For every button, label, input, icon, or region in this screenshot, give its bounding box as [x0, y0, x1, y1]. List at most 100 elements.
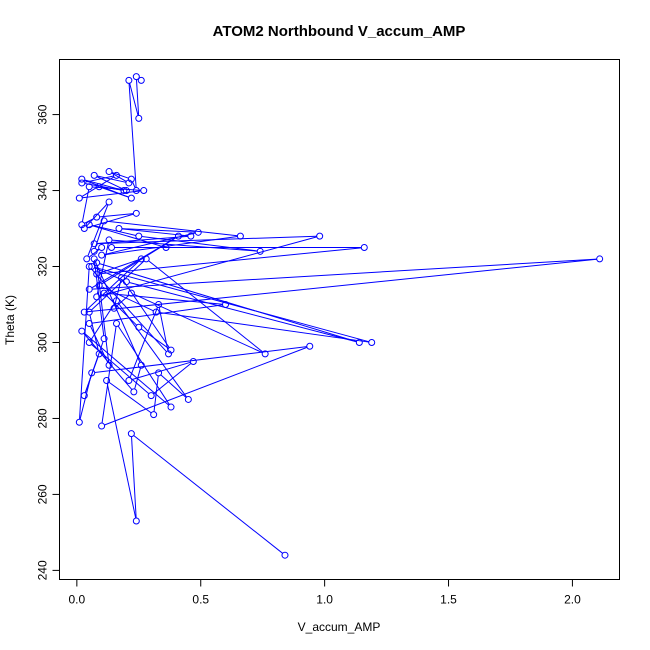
x-tick-label: 1.5: [440, 593, 457, 607]
data-point: [127, 289, 135, 297]
data-point: [147, 392, 155, 400]
data-point: [130, 388, 138, 396]
series-segment: [97, 235, 317, 245]
data-point: [194, 228, 202, 236]
x-tick-label: 2.0: [564, 593, 581, 607]
series-segment: [96, 242, 109, 295]
data-point: [80, 392, 88, 400]
data-point: [78, 327, 86, 335]
data-point: [135, 114, 143, 122]
data-point: [105, 168, 113, 176]
series-segment: [131, 436, 137, 519]
data-point: [85, 338, 93, 346]
data-point: [93, 213, 101, 221]
chart-title: ATOM2 Northbound V_accum_AMP: [213, 23, 466, 40]
data-point: [83, 255, 91, 263]
data-point: [142, 255, 150, 263]
y-tick-label: 260: [36, 484, 50, 504]
series-segment: [105, 294, 138, 326]
data-point: [132, 517, 140, 525]
x-tick-label: 0.5: [192, 593, 209, 607]
data-point: [155, 369, 163, 377]
data-point: [78, 221, 86, 229]
data-point: [117, 274, 125, 282]
series-segment: [104, 346, 308, 426]
data-point: [103, 376, 111, 384]
data-point: [85, 319, 93, 327]
data-point: [127, 194, 135, 202]
data-point: [85, 285, 93, 293]
y-tick-label: 240: [36, 560, 50, 580]
series-segment: [96, 176, 124, 190]
data-point: [98, 422, 106, 430]
data-point: [98, 244, 106, 252]
data-point: [93, 259, 101, 267]
series-segment: [122, 280, 170, 348]
data-point: [132, 73, 140, 81]
data-point: [105, 361, 113, 369]
series-segment: [104, 236, 238, 256]
data-point: [122, 187, 130, 195]
data-point: [137, 76, 145, 84]
series-segment: [94, 261, 141, 363]
series-segment: [128, 83, 137, 188]
data-point: [98, 251, 106, 259]
data-point: [112, 319, 120, 327]
data-point: [137, 255, 145, 263]
data-point: [150, 411, 158, 419]
series-segment: [107, 292, 223, 305]
series-segment: [94, 346, 307, 374]
series-segment: [84, 218, 95, 224]
series-segment: [108, 381, 152, 414]
data-point: [167, 403, 175, 411]
data-point: [85, 308, 93, 316]
y-tick-label: 320: [36, 256, 50, 276]
series-segment: [97, 175, 127, 183]
data-point: [360, 244, 368, 252]
data-point: [88, 369, 96, 377]
series-segment: [99, 259, 139, 274]
data-point: [85, 221, 93, 229]
series-segment: [106, 383, 137, 519]
series-segment: [87, 213, 134, 229]
series-segment: [97, 235, 188, 244]
data-point: [122, 278, 130, 286]
series-segment: [101, 326, 117, 424]
series-segment: [132, 181, 136, 188]
data-point: [189, 357, 197, 365]
data-point: [167, 346, 175, 354]
series-segment: [140, 328, 169, 349]
data-point: [105, 236, 113, 244]
series-segment: [111, 172, 129, 179]
series-segment: [107, 220, 238, 237]
y-axis: 240 260 280 300 320 340 360: [36, 104, 60, 580]
series-segment: [94, 266, 369, 343]
series-segment: [84, 356, 99, 393]
series-segment: [133, 435, 283, 554]
data-point: [137, 361, 145, 369]
data-point: [132, 187, 140, 195]
data-point: [93, 270, 101, 278]
series-segment: [92, 304, 223, 324]
series-segment: [81, 176, 115, 197]
data-point: [306, 342, 314, 350]
y-tick-label: 340: [36, 180, 50, 200]
series-segment: [121, 228, 188, 237]
series-segment: [81, 189, 90, 222]
data-point: [127, 175, 135, 183]
data-point: [316, 232, 324, 240]
data-point: [140, 187, 148, 195]
data-point: [78, 179, 86, 187]
data-point: [127, 430, 135, 438]
data-point: [85, 183, 93, 191]
data-point: [155, 300, 163, 308]
data-point: [152, 308, 160, 316]
series-segment: [102, 186, 124, 191]
data-point: [132, 209, 140, 217]
data-point: [75, 418, 83, 426]
data-point: [120, 187, 128, 195]
series-segment: [87, 204, 109, 257]
data-point: [78, 175, 86, 183]
